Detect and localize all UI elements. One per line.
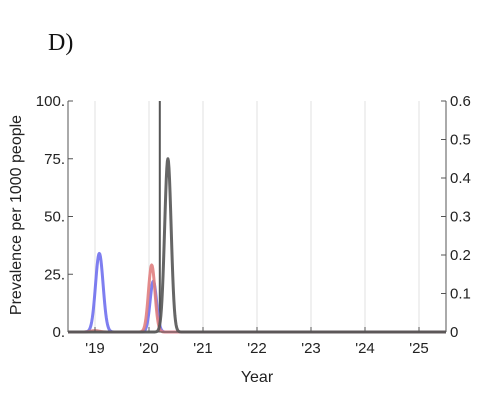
x-tick-label: '20 [139, 340, 159, 357]
x-tick-label: '21 [193, 340, 213, 357]
y-left-tick-label: 0. [52, 324, 65, 341]
y-axis-label: Prevalence per 1000 people [8, 115, 25, 315]
gridlines [94, 101, 420, 332]
x-axis-label: Year [241, 369, 274, 386]
y-left-tick-label: 100. [36, 93, 65, 110]
x-tick-label: '22 [247, 340, 267, 357]
y-right-tick-label: 0.5 [450, 132, 471, 149]
x-tick-label: '23 [301, 340, 321, 357]
y-right-tick-label: 0.6 [450, 93, 471, 110]
y-left-tick-label: 50. [44, 209, 65, 226]
y-right-tick-label: 0.2 [450, 247, 471, 264]
y-right-tick-label: 0.1 [450, 286, 471, 303]
y-left-tick-label: 25. [44, 266, 65, 283]
x-tick-label: '24 [355, 340, 375, 357]
panel-label: D) [48, 30, 74, 56]
x-tick-label: '25 [409, 340, 429, 357]
axes: 0. 25. 50. 75. 100. 0 0.1 0.2 0.3 0.4 0.5 0.6 '19 '20… [36, 93, 471, 357]
x-tick-label: '19 [85, 340, 105, 357]
y-right-tick-label: 0 [450, 324, 458, 341]
y-left-tick-label: 75. [44, 151, 65, 168]
y-right-tick-label: 0.4 [450, 170, 471, 187]
y-right-tick-label: 0.3 [450, 209, 471, 226]
